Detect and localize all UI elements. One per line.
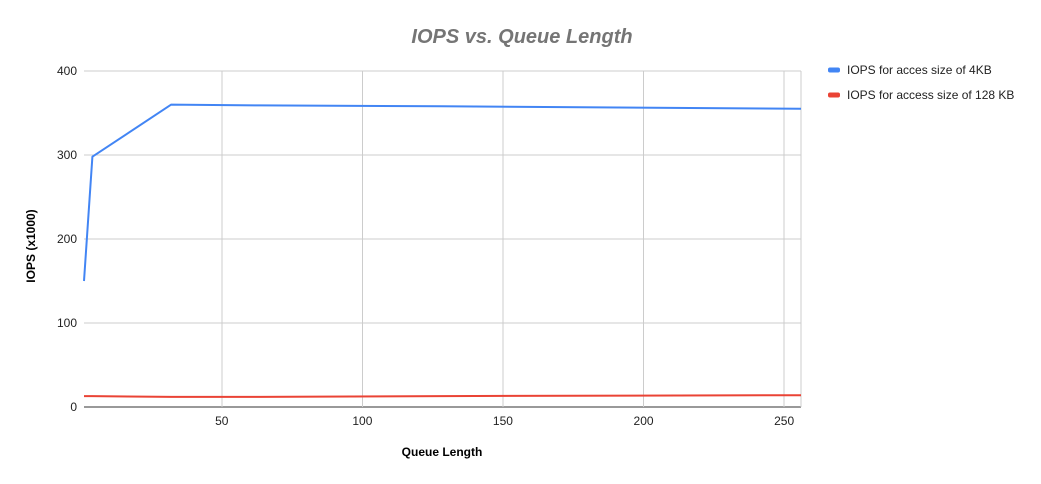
x-tick-labels: 50 100 150 200 250 (215, 414, 794, 428)
legend-label: IOPS for access size of 128 KB (847, 88, 1014, 102)
y-tick-label: 300 (57, 148, 77, 162)
legend-swatch (828, 67, 840, 73)
y-tick-labels: 0 100 200 300 400 (57, 64, 77, 414)
y-tick-label: 200 (57, 232, 77, 246)
x-tick-label: 250 (774, 414, 794, 428)
y-axis-title: IOPS (x1000) (24, 209, 38, 282)
legend: IOPS for acces size of 4KB IOPS for acces… (828, 63, 1014, 102)
x-tick-label: 100 (352, 414, 372, 428)
x-tick-label: 150 (493, 414, 513, 428)
legend-label: IOPS for acces size of 4KB (847, 63, 992, 77)
x-tick-label: 50 (215, 414, 229, 428)
x-axis-title: Queue Length (402, 445, 483, 459)
series-line-1 (83, 103, 802, 282)
y-tick-label: 400 (57, 64, 77, 78)
series-line-2 (84, 394, 802, 398)
x-tick-label: 200 (634, 414, 654, 428)
y-tick-label: 100 (57, 316, 77, 330)
legend-swatch (828, 92, 840, 98)
series-lines (83, 103, 802, 398)
grid (84, 70, 802, 408)
y-tick-label: 0 (70, 400, 77, 414)
chart-title: IOPS vs. Queue Length (411, 26, 632, 48)
